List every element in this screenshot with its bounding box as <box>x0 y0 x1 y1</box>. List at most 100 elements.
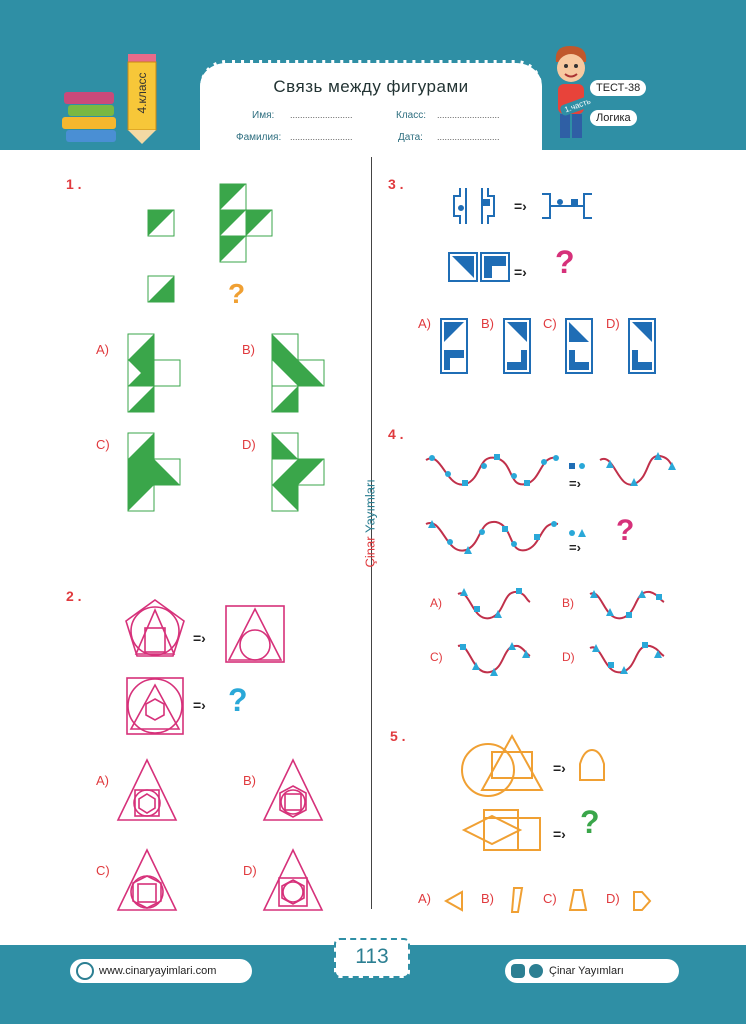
pencil-grade: 4.класс <box>122 54 162 144</box>
column-divider <box>371 157 372 909</box>
q5-figure-d[interactable] <box>632 890 652 912</box>
q2-arrow-2: =› <box>193 697 206 713</box>
q3-figure-d[interactable] <box>628 318 656 374</box>
q1-figure-a[interactable] <box>127 333 182 414</box>
q1-example-large <box>219 183 273 263</box>
q1-option-a[interactable]: A) <box>96 342 109 357</box>
q1-option-b[interactable]: B) <box>242 342 255 357</box>
q3-figure-b[interactable] <box>503 318 531 374</box>
facebook-icon[interactable] <box>529 964 543 978</box>
social-handle[interactable]: Çinar Yayımları <box>549 965 624 977</box>
q1-figure-c[interactable] <box>127 432 182 513</box>
q2-option-c[interactable]: C) <box>96 863 110 878</box>
q4-figure-b[interactable] <box>586 586 668 626</box>
q3-figure-a[interactable] <box>440 318 468 374</box>
q5-arrow-1: =› <box>553 760 566 776</box>
surname-label: Фамилия: <box>236 132 282 143</box>
q1-number: 1 . <box>66 176 82 192</box>
q5-question-mark-icon: ? <box>580 804 600 840</box>
page-number: 113 <box>334 938 410 978</box>
q3-example-left <box>453 188 495 224</box>
q3-arrow-1: =› <box>514 198 527 214</box>
q2-arrow-1: =› <box>193 630 206 646</box>
name-label: Имя: <box>252 110 275 121</box>
q5-figure-c[interactable] <box>568 888 588 912</box>
globe-icon <box>76 962 94 980</box>
q4-arrow-1: =› <box>569 476 581 491</box>
publisher-part2: Yayımları <box>362 479 378 534</box>
q3-number: 3 . <box>388 176 404 192</box>
instagram-icon[interactable] <box>511 964 525 978</box>
website-link[interactable]: www.cinaryayimlari.com <box>99 965 217 977</box>
grade-label: 4.класс <box>135 72 149 114</box>
q5-figure-a[interactable] <box>443 890 464 912</box>
q2-question-mark-icon: ? <box>228 682 248 718</box>
subject-badge: Логика <box>588 108 639 128</box>
q3-option-c[interactable]: C) <box>543 316 557 331</box>
q1-example-small <box>147 209 175 237</box>
q2-query <box>126 677 184 735</box>
surname-field[interactable]: ......................... <box>290 132 353 142</box>
q4-option-c[interactable]: C) <box>430 650 443 664</box>
q4-figure-d[interactable] <box>586 640 668 680</box>
name-field[interactable]: ......................... <box>290 110 353 120</box>
q3-figure-c[interactable] <box>565 318 593 374</box>
q3-query <box>448 252 510 282</box>
q2-option-a[interactable]: A) <box>96 773 109 788</box>
q2-figure-d[interactable] <box>262 848 324 912</box>
q5-option-c[interactable]: C) <box>543 891 557 906</box>
q4-figure-c[interactable] <box>454 640 532 680</box>
q5-example-top <box>461 733 544 797</box>
title-card: Связь между фигурами Имя: ..............… <box>200 60 542 159</box>
q5-option-d[interactable]: D) <box>606 891 620 906</box>
social-pill[interactable]: Çinar Yayımları <box>505 959 679 983</box>
q2-figure-b[interactable] <box>262 758 324 822</box>
website-pill[interactable]: www.cinaryayimlari.com <box>70 959 252 983</box>
q4-legend-top <box>569 463 585 469</box>
q2-figure-a[interactable] <box>116 758 178 822</box>
q4-legend-bottom <box>569 529 586 537</box>
q1-option-d[interactable]: D) <box>242 437 256 452</box>
q3-example-right <box>542 193 592 219</box>
q5-example-top-result <box>579 748 605 781</box>
q4-example-top <box>425 454 559 486</box>
q4-figure-a[interactable] <box>454 586 532 626</box>
q2-option-b[interactable]: B) <box>243 773 256 788</box>
q5-option-a[interactable]: A) <box>418 891 431 906</box>
q5-query <box>461 809 541 851</box>
publisher-vertical: Çinar Yayımları <box>363 479 378 567</box>
q5-arrow-2: =› <box>553 826 566 842</box>
q4-option-d[interactable]: D) <box>562 650 575 664</box>
q5-option-b[interactable]: B) <box>481 891 494 906</box>
q1-query-small <box>147 275 175 303</box>
q3-option-b[interactable]: B) <box>481 316 494 331</box>
q5-number: 5 . <box>390 728 406 744</box>
q3-question-mark-icon: ? <box>555 244 575 280</box>
date-field[interactable]: ......................... <box>437 132 500 142</box>
q3-option-d[interactable]: D) <box>606 316 620 331</box>
q4-question-mark-icon: ? <box>616 514 635 547</box>
q1-figure-b[interactable] <box>271 333 326 414</box>
q2-option-d[interactable]: D) <box>243 863 257 878</box>
q4-option-b[interactable]: B) <box>562 596 574 610</box>
q1-figure-d[interactable] <box>271 432 326 513</box>
q1-option-c[interactable]: C) <box>96 437 110 452</box>
q2-example-right <box>225 605 285 663</box>
q4-example-bottom <box>425 520 559 554</box>
q2-figure-c[interactable] <box>116 848 178 912</box>
date-label: Дата: <box>398 132 423 143</box>
test-badge: ТЕСТ-38 <box>588 78 649 98</box>
q5-figure-b[interactable] <box>510 886 524 914</box>
q4-number: 4 . <box>388 426 404 442</box>
class-label: Класс: <box>396 110 426 121</box>
q1-question-mark-icon: ? <box>228 278 246 309</box>
class-field[interactable]: ......................... <box>437 110 500 120</box>
page-title: Связь между фигурами <box>273 77 469 96</box>
q2-number: 2 . <box>66 588 82 604</box>
q4-example-top-result <box>599 452 676 486</box>
books-illustration <box>60 82 120 144</box>
q4-option-a[interactable]: A) <box>430 596 442 610</box>
q3-arrow-2: =› <box>514 264 527 280</box>
q2-example-left <box>125 599 185 657</box>
q3-option-a[interactable]: A) <box>418 316 431 331</box>
